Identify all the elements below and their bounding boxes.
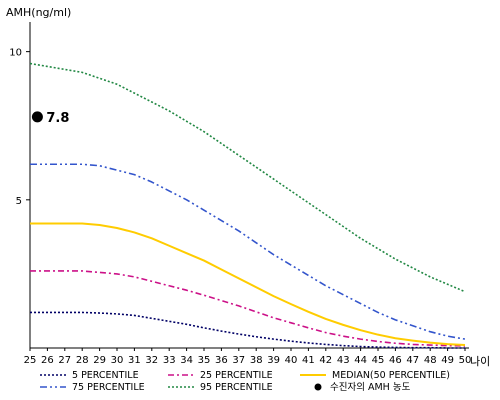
x-tick-label: 44 [354,355,367,366]
x-tick-label: 47 [406,355,419,366]
x-tick-label: 45 [372,355,385,366]
x-tick-label: 43 [337,355,350,366]
legend: 5 PERCENTILE 25 PERCENTILE MEDIAN(50 PERCE… [40,370,450,393]
x-tick-label: 34 [180,355,193,366]
series-line-median-50-percentile- [30,222,466,347]
legend-label: 25 PERCENTILE [200,370,273,381]
y-ticks: 5 10 [9,48,30,207]
series-line-95-percentile [29,62,466,293]
legend-label: 75 PERCENTILE [72,382,145,393]
y-tick-label: 10 [9,48,22,59]
x-axis-title: 나이 [470,355,490,368]
x-tick-label: 38 [250,355,263,366]
y-axis-title: AMH(ng/ml) [6,6,71,19]
x-tick-label: 50 [459,355,472,366]
series-line-75-percentile [30,163,466,340]
x-tick-label: 41 [302,355,315,366]
patient-point-marker [31,111,43,123]
axes [29,22,469,349]
x-tick-label: 26 [41,355,54,366]
x-tick-label: 33 [163,355,176,366]
series-line-25-percentile [30,270,466,347]
y-tick-label: 5 [16,196,22,207]
x-tick-label: 31 [128,355,141,366]
x-tick-label: 37 [232,355,245,366]
series-line-5-percentile [30,311,465,349]
x-tick-label: 46 [389,355,402,366]
x-tick-label: 29 [93,355,106,366]
legend-label: 5 PERCENTILE [72,370,139,381]
x-tick-label: 40 [285,355,298,366]
x-tick-label: 35 [198,355,211,366]
patient-point-label: 7.8 [46,111,69,126]
x-tick-label: 42 [319,355,332,366]
x-tick-label: 48 [424,355,437,366]
x-tick-label: 28 [76,355,89,366]
series-layer [29,62,466,349]
legend-label-patient-point: 수진자의 AMH 농도 [330,382,411,393]
x-tick-label: 30 [111,355,124,366]
x-tick-label: 39 [267,355,280,366]
legend-swatch-patient-point [314,383,322,391]
x-tick-label: 27 [58,355,71,366]
x-tick-label: 36 [215,355,228,366]
x-tick-label: 25 [24,355,37,366]
legend-label: 95 PERCENTILE [200,382,273,393]
legend-label: MEDIAN(50 PERCENTILE) [332,370,450,381]
x-tick-label: 49 [441,355,454,366]
x-ticks: 25 26 27 28 29 30 31 32 33 34 35 36 37 38 39 40 41 42 43 44… [24,348,472,366]
x-tick-label: 32 [145,355,158,366]
patient-point-layer: 7.8 [31,111,69,126]
